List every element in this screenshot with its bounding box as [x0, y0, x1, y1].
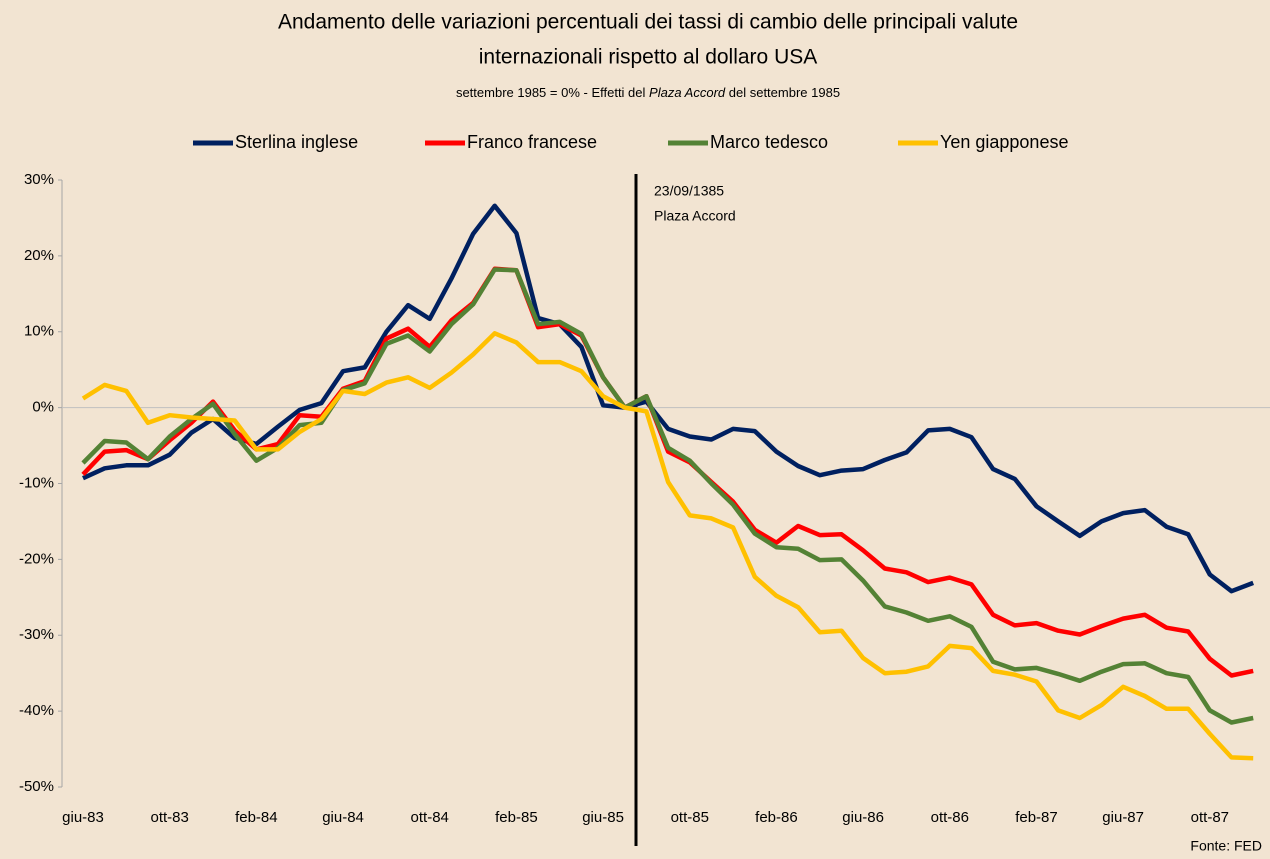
x-tick-label: giu-86 [842, 809, 884, 826]
series-line [81, 331, 1254, 761]
chart-title: internazionali rispetto al dollaro USA [479, 46, 818, 69]
y-tick-label: -20% [19, 550, 54, 567]
x-tick-label: ott-85 [671, 809, 709, 826]
legend-label: Sterlina inglese [235, 132, 358, 152]
legend-label: Franco francese [467, 132, 597, 152]
legend-label: Yen giapponese [940, 132, 1068, 152]
series-line [81, 267, 1254, 725]
x-tick-label: ott-86 [931, 809, 969, 826]
subtitle-part: settembre 1985 = 0% - Effetti del [456, 85, 649, 100]
annotation: Plaza Accord [654, 208, 736, 224]
x-tick-label: giu-84 [322, 809, 364, 826]
y-tick-label: 0% [32, 399, 54, 416]
y-tick-label: -10% [19, 474, 54, 491]
subtitle-part: del settembre 1985 [725, 85, 840, 100]
x-tick-label: giu-83 [62, 809, 104, 826]
chart-subtitle: settembre 1985 = 0% - Effetti del Plaza … [456, 85, 840, 100]
x-tick-label: ott-83 [151, 809, 189, 826]
y-tick-label: -30% [19, 626, 54, 643]
y-tick-label: -50% [19, 778, 54, 795]
subtitle-part: Plaza Accord [649, 85, 726, 100]
annotation: 23/09/1385 [654, 183, 724, 199]
chart-title: Andamento delle variazioni percentuali d… [278, 11, 1018, 34]
y-tick-label: 30% [24, 171, 54, 188]
y-tick-label: 10% [24, 323, 54, 340]
x-tick-label: feb-85 [495, 809, 538, 826]
series-line [81, 266, 1254, 678]
source: Fonte: FED [1190, 838, 1262, 854]
y-tick-label: 20% [24, 247, 54, 264]
x-tick-label: feb-87 [1015, 809, 1058, 826]
x-tick-label: feb-86 [755, 809, 798, 826]
legend-label: Marco tedesco [710, 132, 828, 152]
x-tick-label: ott-87 [1191, 809, 1229, 826]
x-tick-label: giu-87 [1102, 809, 1144, 826]
series-line [82, 203, 1255, 594]
x-tick-label: feb-84 [235, 809, 278, 826]
x-tick-label: giu-85 [582, 809, 624, 826]
x-tick-label: ott-84 [411, 809, 449, 826]
y-tick-label: -40% [19, 702, 54, 719]
